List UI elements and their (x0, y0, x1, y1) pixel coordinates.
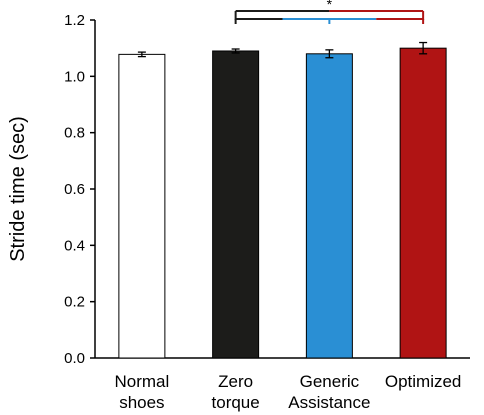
x-tick-label: Generic (300, 372, 360, 391)
error-bars (137, 41, 428, 59)
y-tick-label: 1.0 (64, 68, 85, 85)
y-axis-title: Stride time (sec) (7, 116, 29, 262)
x-tick-label: Assistance (288, 393, 370, 412)
significance-star: * (327, 0, 333, 12)
x-tick-label: shoes (119, 393, 164, 412)
x-tick-label: Optimized (385, 372, 462, 391)
significance-brackets: * (234, 0, 425, 24)
y-tick-label: 0.2 (64, 294, 85, 311)
y-tick-label: 0.4 (64, 237, 85, 254)
bar (212, 50, 260, 359)
y-tick-label: 1.2 (64, 12, 85, 29)
bar (118, 53, 166, 359)
y-tick-label: 0.6 (64, 181, 85, 198)
x-tick-label: torque (212, 393, 260, 412)
x-tick-labels: Normal shoes Zero torque Generic Assistance Op… (114, 372, 461, 412)
bars (118, 47, 447, 359)
bar (305, 53, 353, 359)
x-tick-label: Normal (114, 372, 169, 391)
y-tick-label: 0.0 (64, 350, 85, 367)
y-ticks: 0.0 0.2 0.4 0.6 0.8 1.0 1.2 (64, 12, 95, 367)
bar (399, 47, 447, 359)
x-tick-label: Zero (218, 372, 253, 391)
y-tick-label: 0.8 (64, 125, 85, 142)
